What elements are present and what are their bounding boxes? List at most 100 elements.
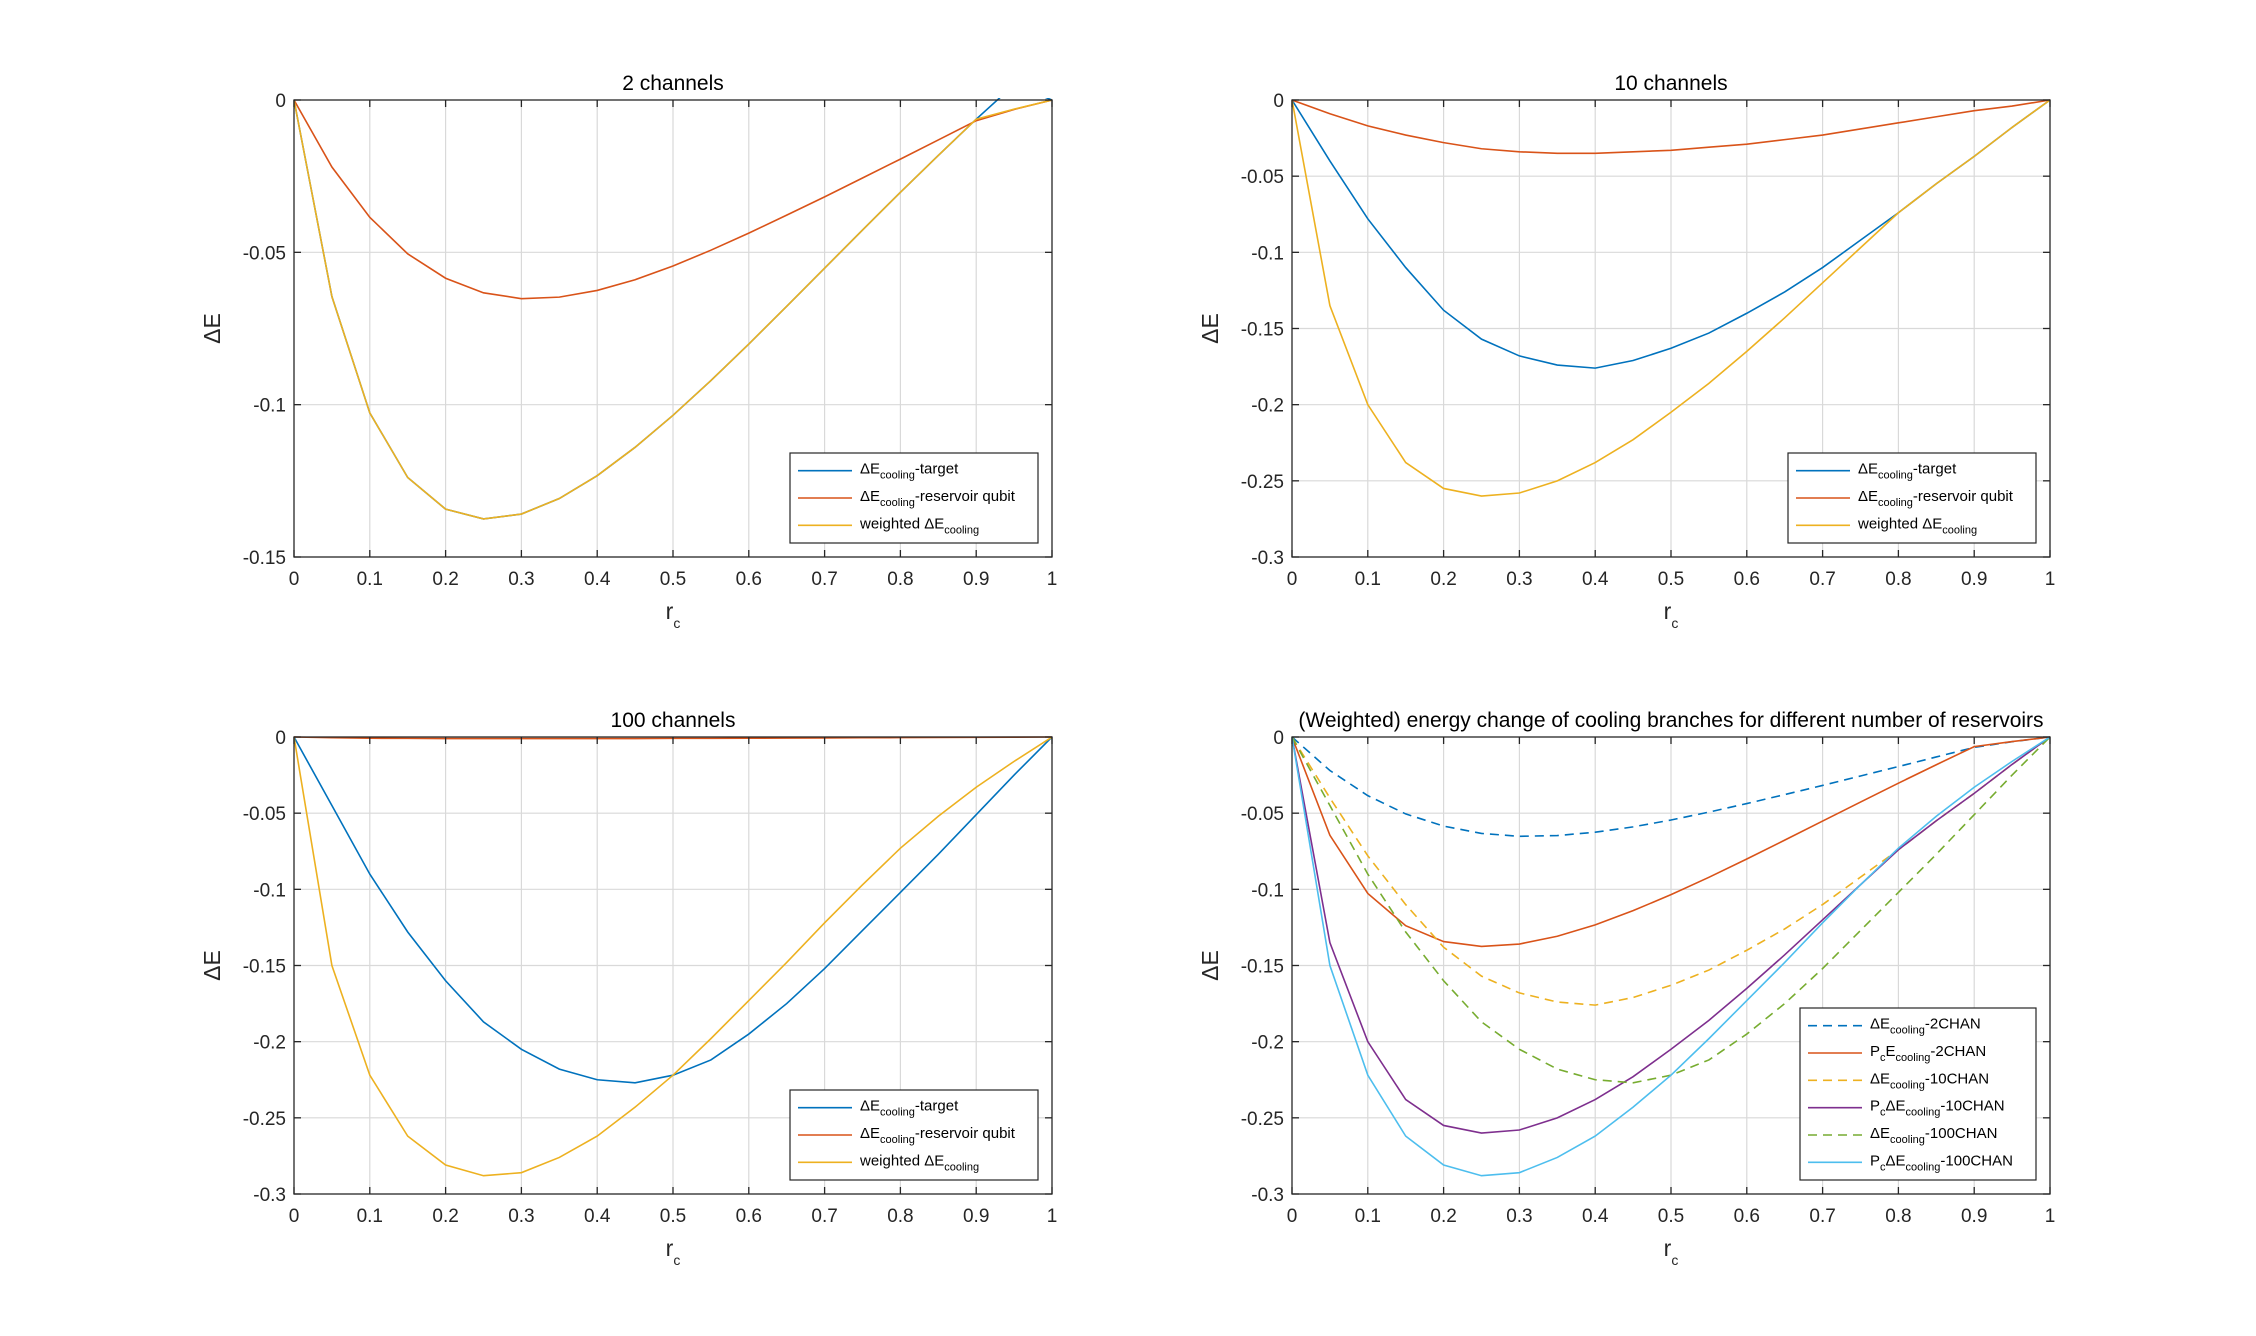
y-tick-label: -0.25 — [1241, 1109, 1284, 1130]
legend-text-part: -reservoir qubit — [1913, 488, 2014, 505]
legend-text-sub: cooling — [880, 497, 915, 509]
legend-text-sub: cooling — [880, 470, 915, 482]
x-axis-label-sub: c — [673, 615, 680, 631]
series-line-2 — [294, 99, 1052, 300]
y-axis-label: ΔE — [199, 313, 225, 344]
y-tick-label: -0.1 — [1251, 880, 1284, 901]
y-tick-label: -0.25 — [1241, 472, 1284, 493]
legend-text-sub: cooling — [1878, 470, 1913, 482]
legend-entry-text: ΔEcooling-reservoir qubit — [860, 488, 1016, 509]
legend-text-sub: cooling — [1890, 1134, 1925, 1146]
x-tick-label: 0.8 — [887, 569, 913, 590]
legend-text-part: -10CHAN — [1925, 1070, 1989, 1087]
x-tick-label: 1 — [2045, 1206, 2056, 1227]
x-tick-label: 0.4 — [1582, 1206, 1609, 1227]
legend-entry-text: ΔEcooling-target — [860, 1098, 959, 1119]
x-tick-label: 0.5 — [660, 569, 686, 590]
legend-text-part: E — [1886, 1043, 1896, 1060]
y-tick-label: -0.15 — [243, 548, 286, 569]
y-tick-label: -0.2 — [253, 1033, 286, 1054]
x-axis-label: rc — [1664, 1235, 1679, 1268]
x-axis-label-main: r — [666, 1235, 674, 1261]
legend-text-part: -100CHAN — [1925, 1125, 1998, 1142]
x-tick-label: 0 — [289, 1206, 300, 1227]
y-tick-label: -0.05 — [1241, 804, 1284, 825]
legend-text-sub: c — [1880, 1107, 1886, 1119]
series-line-2 — [1292, 736, 2050, 948]
x-tick-label: 0.9 — [963, 1206, 989, 1227]
legend-text-part: -target — [915, 1098, 959, 1115]
x-tick-label: 0.2 — [432, 1206, 458, 1227]
x-tick-label: 1 — [1047, 569, 1058, 590]
legend-text-part: -target — [1913, 461, 1957, 478]
legend-entry-text: ΔEcooling-100CHAN — [1870, 1125, 1997, 1146]
y-tick-label: -0.05 — [243, 243, 286, 264]
x-axis-label-sub: c — [673, 1252, 680, 1268]
x-tick-label: 0 — [1287, 1206, 1298, 1227]
x-tick-label: 0.3 — [1506, 1206, 1532, 1227]
legend-entry-text: ΔEcooling-10CHAN — [1870, 1070, 1989, 1091]
y-tick-label: -0.2 — [1251, 396, 1284, 417]
x-tick-label: 0.4 — [584, 569, 611, 590]
legend-text-part: ΔE — [1870, 1070, 1890, 1087]
legend-text-part: P — [1870, 1152, 1880, 1169]
chart-title: 100 channels — [611, 709, 736, 732]
legend-box — [1799, 1007, 2037, 1181]
x-tick-label: 0.6 — [1734, 1206, 1760, 1227]
x-axis-label: rc — [1664, 598, 1679, 631]
x-tick-label: 0.9 — [1961, 569, 1987, 590]
series-line-3 — [1292, 99, 2050, 497]
y-tick-label: 0 — [1273, 91, 1284, 112]
y-tick-label: -0.05 — [1241, 167, 1284, 188]
y-tick-label: -0.1 — [1251, 243, 1284, 264]
legend-text-part: weighted ΔE — [859, 515, 944, 532]
legend-text-part: -2CHAN — [1930, 1043, 1986, 1060]
chart-panel-4: 0 0.1 0.2 0.3 0.4 0.5 0.6 0.7 0.8 0.9 1 -0.3 -0.25 -0… — [1197, 709, 2055, 1268]
legend-text-part: ΔE — [860, 461, 880, 478]
x-tick-label: 0.7 — [1809, 569, 1835, 590]
legend-entry-text: PcΔEcooling-10CHAN — [1870, 1098, 2005, 1119]
y-tick-label: -0.3 — [1251, 548, 1284, 569]
y-tick-label: -0.3 — [253, 1185, 286, 1206]
legend-text-part: ΔE — [1858, 461, 1878, 478]
x-tick-label: 0.5 — [1658, 1206, 1684, 1227]
x-tick-label: 0.7 — [811, 1206, 837, 1227]
x-tick-label: 0.9 — [963, 569, 989, 590]
x-tick-label: 0.8 — [1885, 1206, 1911, 1227]
legend-text-part: weighted ΔE — [1857, 515, 1942, 532]
legend-text-part: -reservoir qubit — [915, 488, 1016, 505]
series-line-1 — [1292, 736, 2050, 838]
x-axis-label-main: r — [666, 598, 674, 624]
x-tick-label: 0.3 — [508, 1206, 534, 1227]
x-tick-label: 0.8 — [1885, 569, 1911, 590]
y-tick-label: -0.15 — [1241, 320, 1284, 341]
legend-entry-text: weighted ΔEcooling — [1857, 515, 1977, 536]
legend-text-part: ΔE — [1858, 488, 1878, 505]
chart-panel-3: 0 0.1 0.2 0.3 0.4 0.5 0.6 0.7 0.8 0.9 1 -0.3 -0.25 -0… — [199, 709, 1057, 1268]
x-tick-label: 0.8 — [887, 1206, 913, 1227]
x-tick-label: 0.1 — [1355, 1206, 1381, 1227]
legend-text-sub: cooling — [1906, 1107, 1941, 1119]
legend-entry-text: weighted ΔEcooling — [859, 1152, 979, 1173]
x-tick-label: 0.2 — [1430, 569, 1456, 590]
legend-text-part: P — [1870, 1043, 1880, 1060]
chart-panel-2: 0 0.1 0.2 0.3 0.4 0.5 0.6 0.7 0.8 0.9 1 -0.3 -0.25 -0… — [1197, 72, 2055, 631]
legend-entry-text: PcEcooling-2CHAN — [1870, 1043, 1986, 1064]
legend-entry-text: ΔEcooling-2CHAN — [1870, 1016, 1981, 1037]
y-tick-label: -0.2 — [1251, 1033, 1284, 1054]
legend-text-sub: cooling — [944, 524, 979, 536]
legend-text-part: ΔE — [860, 1098, 880, 1115]
x-tick-label: 0.1 — [1355, 569, 1381, 590]
x-tick-label: 0.1 — [357, 569, 383, 590]
legend-text-sub: cooling — [944, 1161, 979, 1173]
legend-entry-text: ΔEcooling-reservoir qubit — [860, 1125, 1016, 1146]
x-axis-label-main: r — [1664, 1235, 1672, 1261]
x-axis-label: rc — [666, 1235, 681, 1268]
series-line-3 — [294, 736, 1052, 1177]
series-line-2 — [1292, 99, 2050, 155]
x-tick-label: 0.2 — [1430, 1206, 1456, 1227]
x-tick-label: 1 — [1047, 1206, 1058, 1227]
series-line-4 — [1292, 736, 2050, 1134]
